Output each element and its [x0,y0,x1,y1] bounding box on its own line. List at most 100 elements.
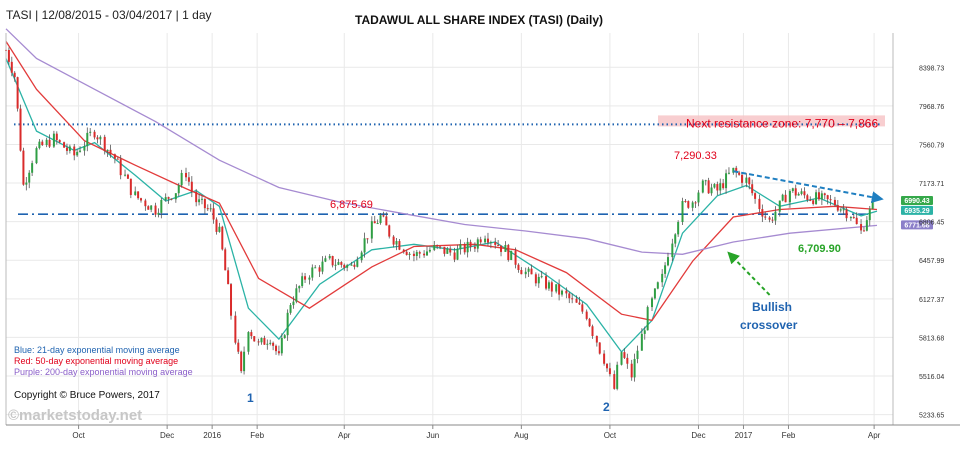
candle-body [250,332,253,337]
candle-body [116,158,119,160]
candle-body [598,342,601,354]
price-badge [901,205,933,215]
candle-body [328,256,331,259]
candle-body [489,242,492,244]
candle-body [113,154,116,159]
candle-body [388,225,391,237]
candle-body [224,249,227,271]
crossover-label-line1: Bullish [752,300,792,314]
legend-purple: Purple: 200-day exponential moving avera… [14,367,193,377]
ema50-line [5,41,878,322]
candle-body [289,305,292,313]
candle-body [852,217,855,219]
candle-body [418,252,421,254]
candle-body [741,174,744,183]
y-tick-label: 7968.76 [919,104,944,111]
candle-body [514,250,517,265]
candle-body [656,282,659,289]
axes: 8398.73 7968.76 7560.79 7173.71 6806.45 6457.… [5,33,960,440]
candle-body [385,216,388,226]
x-tick-label: 2016 [203,431,221,440]
candle-body [48,139,51,147]
candle-body [537,276,540,284]
y-tick-label: 6127.37 [919,297,944,304]
candle-body [826,195,829,200]
x-tick-label: 2017 [735,431,753,440]
marker-1: 1 [247,391,254,405]
candle-body [292,301,295,306]
candle-body [247,332,250,352]
candle-body [370,221,373,239]
candle-body [415,252,418,256]
candle-body [218,226,221,232]
candle-body [423,253,426,256]
candle-body [800,191,803,194]
crossover-label-line2: crossover [740,318,798,332]
candle-body [147,206,150,210]
candle-body [126,174,129,179]
resistance-zone [14,115,885,216]
candle-body [428,249,431,252]
x-tick-label: Oct [72,431,85,440]
candle-body [203,198,206,209]
candle-body [10,61,13,73]
candle-body [561,290,564,295]
candle-body [862,230,865,232]
candle-body [547,282,550,289]
candle-body [209,208,212,210]
candle-body [439,246,442,248]
candle-body [160,199,163,213]
candle-body [613,374,616,389]
candle-body [725,173,728,189]
candle-body [788,191,791,203]
candle-body [363,238,366,253]
candle-body [623,352,626,358]
candle-body [674,234,677,244]
candle-body [707,180,710,194]
candle-body [754,193,757,199]
candle-body [504,244,507,252]
candle-body [55,133,58,141]
candle-body [640,333,643,351]
price-badge-label: 6990.43 [904,198,929,205]
y-tick-label: 7560.79 [919,142,944,149]
candle-body [860,224,863,231]
candle-body [89,131,92,133]
y-tick-label: 5233.65 [919,413,944,420]
candle-body [865,220,868,231]
candle-body [578,302,581,305]
candle-body [167,197,170,199]
candle-body [119,159,122,176]
candle-body [286,312,289,336]
candle-body [479,239,482,243]
chart-info-header: TASI | 12/08/2015 - 03/04/2017 | 1 day [6,8,212,22]
x-tick-label: Oct [604,431,617,440]
candle-body [195,191,198,203]
candle-body [253,336,256,342]
candle-body [433,245,436,250]
candle-body [129,178,132,195]
candle-body [187,177,190,182]
candle-body [376,223,379,225]
candle-body [412,253,415,256]
candle-body [550,282,553,292]
x-tick-label: Jun [426,431,439,440]
candle-body [710,187,713,194]
candle-body [382,215,385,217]
candle-body [764,216,767,218]
candle-body [568,293,571,299]
candle-body [240,351,243,372]
candle-body [530,268,533,275]
x-tick-label: Dec [691,431,705,440]
candle-body [713,184,716,188]
candle-body [180,172,183,186]
x-tick-label: Apr [868,431,881,440]
candle-body [771,219,774,221]
low-label: 6,709.90 [798,243,841,255]
candle-body [732,167,735,173]
candle-body [304,276,307,280]
candle-body [745,177,748,183]
candle-body [630,363,633,378]
candle-body [45,139,48,146]
candle-body [157,212,160,215]
